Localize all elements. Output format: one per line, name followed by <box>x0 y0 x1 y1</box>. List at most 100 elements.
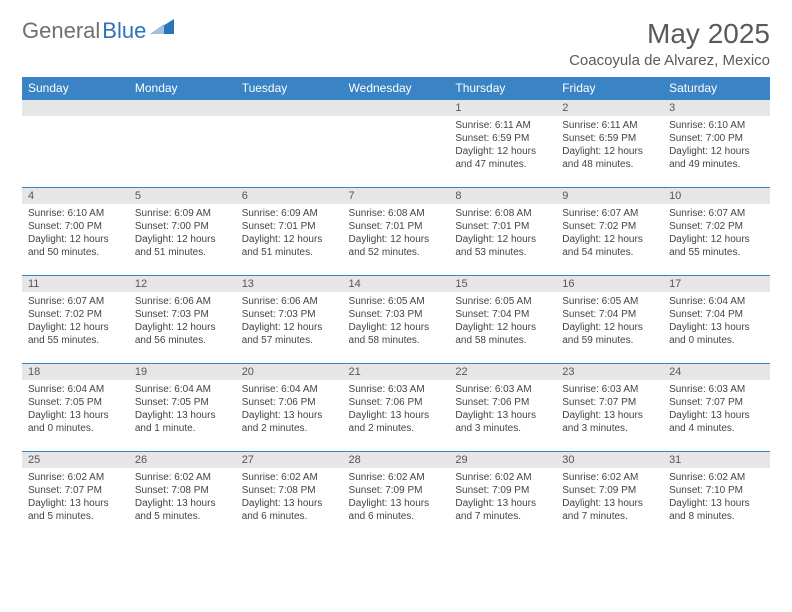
sunset-line: Sunset: 7:10 PM <box>669 484 764 497</box>
sunset-line: Sunset: 7:05 PM <box>135 396 230 409</box>
day-details: Sunrise: 6:07 AMSunset: 7:02 PMDaylight:… <box>556 204 663 262</box>
sunrise-line: Sunrise: 6:05 AM <box>349 295 444 308</box>
weekday-header: Tuesday <box>236 77 343 100</box>
sunrise-line: Sunrise: 6:04 AM <box>28 383 123 396</box>
daylight-line: Daylight: 12 hours and 49 minutes. <box>669 145 764 171</box>
daylight-line: Daylight: 13 hours and 6 minutes. <box>242 497 337 523</box>
sunset-line: Sunset: 7:07 PM <box>562 396 657 409</box>
day-number-band: 13 <box>236 276 343 292</box>
sunrise-line: Sunrise: 6:04 AM <box>242 383 337 396</box>
calendar-day-cell: 18Sunrise: 6:04 AMSunset: 7:05 PMDayligh… <box>22 364 129 452</box>
daylight-line: Daylight: 12 hours and 59 minutes. <box>562 321 657 347</box>
day-number-band: 10 <box>663 188 770 204</box>
day-details: Sunrise: 6:05 AMSunset: 7:04 PMDaylight:… <box>449 292 556 350</box>
calendar-day-cell: 5Sunrise: 6:09 AMSunset: 7:00 PMDaylight… <box>129 188 236 276</box>
day-number-band <box>236 100 343 116</box>
sunset-line: Sunset: 7:09 PM <box>562 484 657 497</box>
logo-text-general: General <box>22 18 100 44</box>
sunrise-line: Sunrise: 6:03 AM <box>562 383 657 396</box>
title-block: May 2025 Coacoyula de Alvarez, Mexico <box>569 18 770 69</box>
calendar-day-cell: 27Sunrise: 6:02 AMSunset: 7:08 PMDayligh… <box>236 452 343 540</box>
logo-text-blue: Blue <box>102 18 146 44</box>
calendar-day-cell: 22Sunrise: 6:03 AMSunset: 7:06 PMDayligh… <box>449 364 556 452</box>
calendar-day-cell: 17Sunrise: 6:04 AMSunset: 7:04 PMDayligh… <box>663 276 770 364</box>
sunset-line: Sunset: 7:07 PM <box>28 484 123 497</box>
sunrise-line: Sunrise: 6:08 AM <box>455 207 550 220</box>
sunrise-line: Sunrise: 6:07 AM <box>562 207 657 220</box>
day-details: Sunrise: 6:08 AMSunset: 7:01 PMDaylight:… <box>449 204 556 262</box>
day-details: Sunrise: 6:02 AMSunset: 7:09 PMDaylight:… <box>556 468 663 526</box>
day-number-band: 12 <box>129 276 236 292</box>
sunrise-line: Sunrise: 6:04 AM <box>669 295 764 308</box>
day-details: Sunrise: 6:09 AMSunset: 7:00 PMDaylight:… <box>129 204 236 262</box>
calendar-day-cell: 15Sunrise: 6:05 AMSunset: 7:04 PMDayligh… <box>449 276 556 364</box>
sunrise-line: Sunrise: 6:02 AM <box>669 471 764 484</box>
day-details: Sunrise: 6:11 AMSunset: 6:59 PMDaylight:… <box>556 116 663 174</box>
daylight-line: Daylight: 12 hours and 52 minutes. <box>349 233 444 259</box>
daylight-line: Daylight: 12 hours and 57 minutes. <box>242 321 337 347</box>
daylight-line: Daylight: 13 hours and 4 minutes. <box>669 409 764 435</box>
day-details: Sunrise: 6:06 AMSunset: 7:03 PMDaylight:… <box>129 292 236 350</box>
sunset-line: Sunset: 7:01 PM <box>349 220 444 233</box>
sunrise-line: Sunrise: 6:10 AM <box>669 119 764 132</box>
calendar-day-cell <box>236 100 343 188</box>
day-details: Sunrise: 6:03 AMSunset: 7:07 PMDaylight:… <box>556 380 663 438</box>
sunset-line: Sunset: 6:59 PM <box>562 132 657 145</box>
day-details: Sunrise: 6:02 AMSunset: 7:09 PMDaylight:… <box>449 468 556 526</box>
daylight-line: Daylight: 12 hours and 55 minutes. <box>669 233 764 259</box>
calendar-day-cell: 25Sunrise: 6:02 AMSunset: 7:07 PMDayligh… <box>22 452 129 540</box>
calendar-day-cell: 14Sunrise: 6:05 AMSunset: 7:03 PMDayligh… <box>343 276 450 364</box>
sunset-line: Sunset: 7:01 PM <box>455 220 550 233</box>
sunset-line: Sunset: 7:02 PM <box>669 220 764 233</box>
daylight-line: Daylight: 13 hours and 1 minute. <box>135 409 230 435</box>
calendar-day-cell: 6Sunrise: 6:09 AMSunset: 7:01 PMDaylight… <box>236 188 343 276</box>
calendar-day-cell: 13Sunrise: 6:06 AMSunset: 7:03 PMDayligh… <box>236 276 343 364</box>
day-number-band: 27 <box>236 452 343 468</box>
location-subtitle: Coacoyula de Alvarez, Mexico <box>569 52 770 69</box>
sunset-line: Sunset: 7:03 PM <box>349 308 444 321</box>
day-details: Sunrise: 6:06 AMSunset: 7:03 PMDaylight:… <box>236 292 343 350</box>
weekday-header: Saturday <box>663 77 770 100</box>
day-details: Sunrise: 6:07 AMSunset: 7:02 PMDaylight:… <box>663 204 770 262</box>
sunrise-line: Sunrise: 6:03 AM <box>349 383 444 396</box>
day-details: Sunrise: 6:08 AMSunset: 7:01 PMDaylight:… <box>343 204 450 262</box>
day-details: Sunrise: 6:10 AMSunset: 7:00 PMDaylight:… <box>663 116 770 174</box>
sunset-line: Sunset: 7:00 PM <box>28 220 123 233</box>
daylight-line: Daylight: 13 hours and 7 minutes. <box>562 497 657 523</box>
daylight-line: Daylight: 12 hours and 58 minutes. <box>455 321 550 347</box>
sunrise-line: Sunrise: 6:07 AM <box>28 295 123 308</box>
calendar-day-cell: 24Sunrise: 6:03 AMSunset: 7:07 PMDayligh… <box>663 364 770 452</box>
day-number-band: 23 <box>556 364 663 380</box>
day-number-band: 24 <box>663 364 770 380</box>
day-number-band: 29 <box>449 452 556 468</box>
day-details: Sunrise: 6:02 AMSunset: 7:10 PMDaylight:… <box>663 468 770 526</box>
sunset-line: Sunset: 7:02 PM <box>562 220 657 233</box>
sunset-line: Sunset: 7:06 PM <box>242 396 337 409</box>
day-number-band: 22 <box>449 364 556 380</box>
day-number-band: 17 <box>663 276 770 292</box>
sunrise-line: Sunrise: 6:02 AM <box>135 471 230 484</box>
calendar-day-cell: 7Sunrise: 6:08 AMSunset: 7:01 PMDaylight… <box>343 188 450 276</box>
day-number-band: 18 <box>22 364 129 380</box>
calendar-day-cell <box>343 100 450 188</box>
page-header: GeneralBlue May 2025 Coacoyula de Alvare… <box>22 18 770 69</box>
daylight-line: Daylight: 13 hours and 0 minutes. <box>28 409 123 435</box>
sunrise-line: Sunrise: 6:09 AM <box>135 207 230 220</box>
day-number-band: 20 <box>236 364 343 380</box>
sunset-line: Sunset: 7:09 PM <box>349 484 444 497</box>
day-number-band: 21 <box>343 364 450 380</box>
calendar-day-cell: 11Sunrise: 6:07 AMSunset: 7:02 PMDayligh… <box>22 276 129 364</box>
calendar-week-row: 25Sunrise: 6:02 AMSunset: 7:07 PMDayligh… <box>22 452 770 540</box>
daylight-line: Daylight: 13 hours and 6 minutes. <box>349 497 444 523</box>
sunset-line: Sunset: 7:06 PM <box>455 396 550 409</box>
sunrise-line: Sunrise: 6:06 AM <box>135 295 230 308</box>
daylight-line: Daylight: 12 hours and 54 minutes. <box>562 233 657 259</box>
calendar-week-row: 1Sunrise: 6:11 AMSunset: 6:59 PMDaylight… <box>22 100 770 188</box>
calendar-day-cell <box>22 100 129 188</box>
sunrise-line: Sunrise: 6:11 AM <box>562 119 657 132</box>
daylight-line: Daylight: 12 hours and 55 minutes. <box>28 321 123 347</box>
day-details: Sunrise: 6:03 AMSunset: 7:06 PMDaylight:… <box>343 380 450 438</box>
day-number-band: 9 <box>556 188 663 204</box>
sunrise-line: Sunrise: 6:09 AM <box>242 207 337 220</box>
calendar-day-cell: 19Sunrise: 6:04 AMSunset: 7:05 PMDayligh… <box>129 364 236 452</box>
